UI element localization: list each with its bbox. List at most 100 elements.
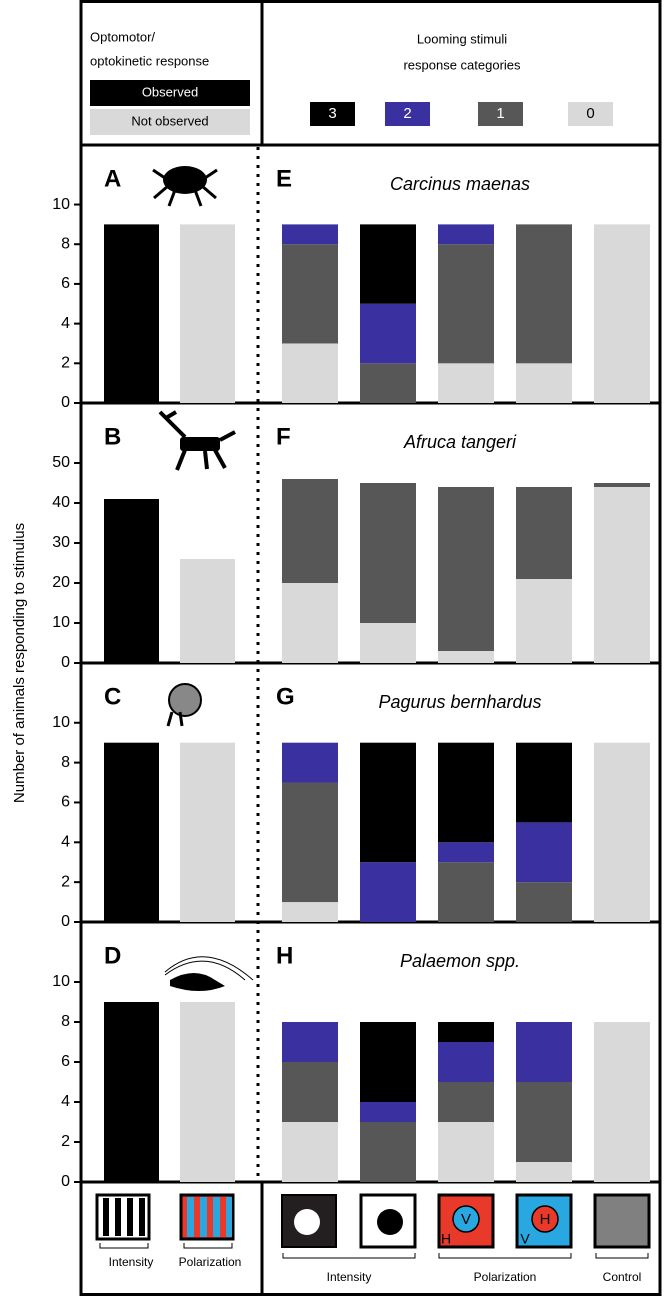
bar-segment <box>438 1022 494 1042</box>
footer-icons <box>95 1193 651 1249</box>
y-tick-label: 4 <box>61 1093 70 1110</box>
bar-segment <box>594 483 650 487</box>
y-tick-label: 40 <box>52 494 70 511</box>
bar <box>180 742 235 922</box>
bar-segment <box>360 1102 416 1122</box>
y-tick-label: 50 <box>52 454 70 471</box>
y-tick-label: 10 <box>52 196 70 213</box>
bar-segment <box>438 742 494 843</box>
legend-swatch <box>90 109 250 135</box>
bar-segment <box>282 244 338 344</box>
bar-segment <box>516 1022 572 1082</box>
y-tick-label: 30 <box>52 534 70 551</box>
bar-segment <box>516 363 572 403</box>
bar-segment <box>594 224 650 403</box>
bar-segment <box>438 1082 494 1122</box>
panel-title: Pagurus bernhardus <box>378 692 541 712</box>
footer-label: Polarization <box>474 1270 537 1284</box>
bar-segment <box>438 244 494 364</box>
legend-label: 0 <box>586 105 594 122</box>
bar-segment <box>360 303 416 364</box>
bar-segment <box>438 651 494 663</box>
y-tick-label: 6 <box>61 794 70 811</box>
footer-label: Intensity <box>109 1255 154 1269</box>
legend-swatch <box>478 102 523 126</box>
legend-swatch <box>385 102 430 126</box>
bar-segment <box>438 363 494 403</box>
bar-segment <box>282 1022 338 1062</box>
bar-segment <box>282 583 338 663</box>
header-title: Looming stimuli <box>417 31 507 46</box>
panel-title: Palaemon spp. <box>400 951 520 971</box>
bar-segment <box>438 842 494 863</box>
panel-letter: G <box>276 683 295 710</box>
bar <box>104 742 159 922</box>
bar-segment <box>282 742 338 783</box>
bar <box>104 499 159 663</box>
bar-segment <box>282 479 338 583</box>
y-tick-label: 20 <box>52 574 70 591</box>
icon-letter: H <box>441 1231 451 1247</box>
legend-label: Observed <box>142 84 198 99</box>
bar-segment <box>438 1122 494 1182</box>
bar-segment <box>360 1122 416 1182</box>
bar-segment <box>594 487 650 663</box>
bar <box>180 559 235 663</box>
y-tick-label: 6 <box>61 1053 70 1070</box>
y-tick-label: 8 <box>61 235 70 252</box>
panel-letter: B <box>104 423 121 450</box>
icon-letter: V <box>461 1211 471 1228</box>
bar-segment <box>282 1122 338 1182</box>
legend-swatch <box>90 80 250 106</box>
animal-icons <box>152 166 254 991</box>
bar-segment <box>516 224 572 364</box>
bar-segment <box>282 1062 338 1122</box>
y-tick-label: 6 <box>61 275 70 292</box>
bar <box>104 1002 159 1182</box>
bar-segment <box>360 363 416 403</box>
bar-segment <box>360 862 416 922</box>
header-title: optokinetic response <box>90 53 209 68</box>
y-tick-label: 8 <box>61 1013 70 1030</box>
bar-segment <box>438 224 494 245</box>
y-tick-label: 10 <box>52 614 70 631</box>
y-tick-label: 2 <box>61 873 70 890</box>
y-tick-label: 2 <box>61 1133 70 1150</box>
y-tick-label: 2 <box>61 355 70 372</box>
y-tick-label: 4 <box>61 315 70 332</box>
legend-swatch <box>310 102 355 126</box>
footer-label: Intensity <box>327 1270 372 1284</box>
bar-segment <box>594 742 650 922</box>
panel-letter: A <box>104 165 121 192</box>
bar-segment <box>594 1022 650 1182</box>
panel-letter: H <box>276 942 293 969</box>
bar-segment <box>438 862 494 922</box>
bar-segment <box>360 483 416 623</box>
bar-segment <box>516 822 572 883</box>
bar-segment <box>282 343 338 403</box>
bar-segment <box>360 1022 416 1102</box>
y-tick-label: 0 <box>61 1173 70 1190</box>
y-tick-label: 8 <box>61 754 70 771</box>
icon-letter: V <box>520 1231 530 1247</box>
bar-segment <box>516 742 572 823</box>
bar-segment <box>516 1082 572 1162</box>
y-tick-label: 0 <box>61 913 70 930</box>
bar-segment <box>282 902 338 922</box>
header-title: Optomotor/ <box>90 29 155 44</box>
y-tick-label: 10 <box>52 973 70 990</box>
panel-title: Carcinus maenas <box>390 174 530 194</box>
bar-segment <box>360 224 416 304</box>
y-tick-label: 0 <box>61 394 70 411</box>
legend-label: 3 <box>328 105 336 122</box>
panel-letter: C <box>104 683 121 710</box>
bar-segment <box>360 742 416 863</box>
footer-label: Polarization <box>179 1255 242 1269</box>
legend-swatch <box>568 102 613 126</box>
panel-title: Afruca tangeri <box>403 432 517 452</box>
bar <box>104 224 159 403</box>
icon-letter: H <box>540 1211 551 1228</box>
bar-segment <box>438 1042 494 1082</box>
bar-segment <box>438 487 494 651</box>
